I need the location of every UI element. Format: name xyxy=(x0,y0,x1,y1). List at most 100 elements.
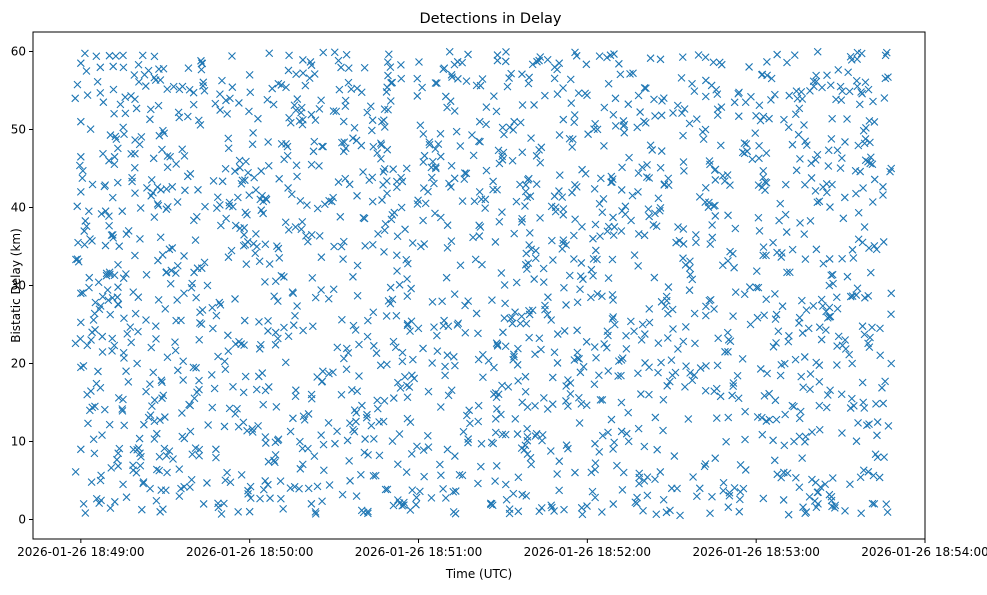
data-point xyxy=(591,246,600,255)
data-point xyxy=(215,298,224,307)
data-point xyxy=(274,79,283,88)
data-point xyxy=(313,204,322,213)
data-point xyxy=(521,387,530,396)
data-point xyxy=(682,362,690,370)
data-point xyxy=(738,354,747,363)
data-point xyxy=(866,138,874,147)
data-point xyxy=(886,167,894,176)
data-point xyxy=(762,417,771,425)
data-point xyxy=(590,380,599,389)
data-point xyxy=(104,296,113,305)
data-point xyxy=(841,506,849,515)
data-point xyxy=(717,103,726,111)
data-point xyxy=(359,213,368,222)
data-point xyxy=(319,142,327,151)
data-point xyxy=(828,502,836,511)
data-point xyxy=(852,189,860,198)
data-point xyxy=(233,193,242,202)
data-point xyxy=(407,317,416,326)
data-point xyxy=(785,331,793,340)
data-point xyxy=(163,468,171,477)
data-point xyxy=(76,59,85,68)
data-point xyxy=(155,466,164,475)
data-point xyxy=(876,324,884,333)
data-point xyxy=(413,442,421,451)
data-point xyxy=(464,435,473,443)
data-point xyxy=(287,190,296,199)
data-point xyxy=(713,105,722,114)
data-point xyxy=(87,336,95,344)
data-point xyxy=(254,372,263,381)
data-point xyxy=(315,232,324,240)
data-point xyxy=(553,470,562,478)
data-point xyxy=(311,293,320,302)
data-point xyxy=(436,403,445,411)
data-point xyxy=(398,357,407,366)
data-point xyxy=(136,234,144,243)
data-point xyxy=(244,168,252,177)
data-point xyxy=(692,492,701,501)
data-point xyxy=(671,368,680,377)
data-point xyxy=(224,253,233,262)
data-point xyxy=(180,152,189,160)
data-point xyxy=(861,156,870,165)
data-point xyxy=(643,473,652,481)
data-point xyxy=(595,52,604,61)
data-point xyxy=(115,242,124,251)
data-point xyxy=(654,368,662,377)
data-point xyxy=(828,114,837,123)
data-point xyxy=(113,455,121,464)
data-point xyxy=(517,218,526,226)
data-point xyxy=(425,138,434,146)
data-point xyxy=(383,189,391,198)
data-point xyxy=(401,372,409,381)
data-point xyxy=(121,93,130,102)
data-point xyxy=(352,492,361,500)
data-point xyxy=(702,302,710,311)
data-point xyxy=(273,334,282,343)
data-point xyxy=(152,429,161,438)
data-point xyxy=(784,510,793,519)
data-point xyxy=(255,318,263,326)
data-point xyxy=(310,137,319,146)
data-point xyxy=(447,386,456,395)
data-point xyxy=(837,390,846,399)
data-point xyxy=(838,254,847,263)
data-point xyxy=(846,480,854,489)
data-point xyxy=(741,98,750,107)
data-point xyxy=(286,118,295,127)
data-point xyxy=(510,352,518,361)
data-point xyxy=(108,347,116,355)
data-point xyxy=(282,83,290,92)
data-point xyxy=(430,323,438,332)
data-point xyxy=(536,213,544,222)
data-point xyxy=(626,69,634,78)
data-point xyxy=(704,203,713,212)
data-point xyxy=(571,215,580,224)
data-point xyxy=(212,311,221,320)
data-point xyxy=(583,502,591,510)
data-point xyxy=(313,482,322,491)
y-axis-label: Bistatic Delay (km) xyxy=(9,228,23,343)
data-point xyxy=(865,420,873,429)
data-point xyxy=(345,180,354,189)
data-point xyxy=(797,372,806,381)
data-point xyxy=(225,404,234,413)
data-point xyxy=(351,326,360,334)
data-point xyxy=(336,212,345,221)
data-point xyxy=(161,305,170,313)
data-point xyxy=(136,461,145,470)
data-point xyxy=(688,376,697,385)
data-point xyxy=(361,241,370,250)
data-point xyxy=(547,501,556,510)
data-point xyxy=(521,187,530,196)
data-point xyxy=(163,152,172,160)
data-point xyxy=(685,264,694,273)
data-point xyxy=(403,319,412,328)
data-point xyxy=(853,284,862,293)
data-point xyxy=(559,205,568,213)
data-point xyxy=(189,216,198,225)
data-point xyxy=(795,414,804,423)
data-point xyxy=(729,379,738,387)
data-point xyxy=(657,297,666,306)
